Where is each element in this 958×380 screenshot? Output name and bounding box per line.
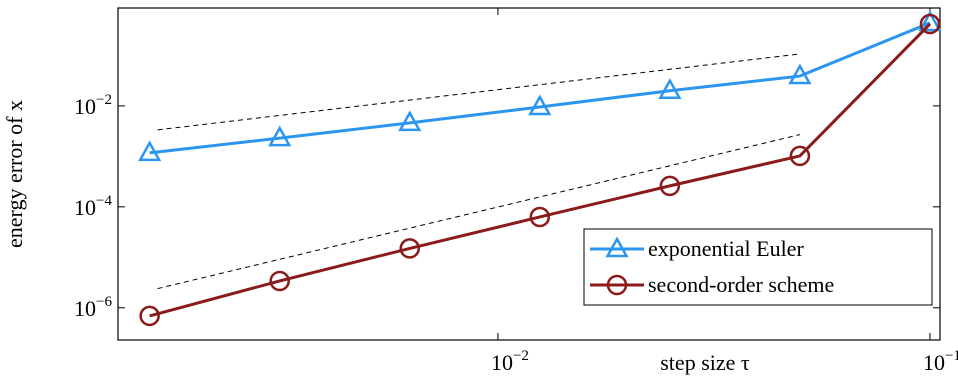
marker <box>139 305 160 327</box>
marker <box>269 270 290 292</box>
tick-label: 10−6 <box>74 294 112 321</box>
tick-base: 10 <box>923 350 945 375</box>
tick-base: 10 <box>74 195 96 220</box>
tick-label: 10−2 <box>491 348 529 375</box>
marker <box>528 94 552 116</box>
tick-base: 10 <box>74 296 96 321</box>
tick-exponent: −2 <box>96 92 112 108</box>
plot-frame <box>117 7 941 341</box>
tick-exponent: −2 <box>513 348 529 364</box>
series-line <box>149 22 932 318</box>
y-axis-label: energy error of x <box>2 100 27 248</box>
tick-base: 10 <box>74 94 96 119</box>
tick-label: 10−2 <box>74 92 112 119</box>
reference-line <box>157 134 801 290</box>
marker <box>918 10 942 32</box>
marker <box>788 63 812 85</box>
tick-exponent: −6 <box>96 294 112 310</box>
marker <box>789 145 811 167</box>
marker <box>398 110 422 132</box>
series-line <box>149 21 931 155</box>
reference-line <box>157 53 800 131</box>
legend-box <box>583 228 933 306</box>
legend-label: second-order scheme <box>648 272 834 297</box>
legend-label: exponential Euler <box>648 236 804 261</box>
marker <box>399 238 420 259</box>
tick-exponent: −1 <box>945 348 958 364</box>
x-axis-label: step size τ <box>660 350 750 375</box>
marker <box>659 175 681 197</box>
marker <box>919 13 941 35</box>
tick-label: 10−1 <box>923 348 958 375</box>
marker <box>605 236 629 258</box>
marker <box>658 78 682 99</box>
marker <box>606 274 628 296</box>
tick-base: 10 <box>491 350 513 375</box>
marker <box>268 125 292 147</box>
marker <box>529 206 551 228</box>
marker <box>138 140 162 162</box>
tick-label: 10−4 <box>74 193 112 220</box>
tick-exponent: −4 <box>96 193 112 209</box>
